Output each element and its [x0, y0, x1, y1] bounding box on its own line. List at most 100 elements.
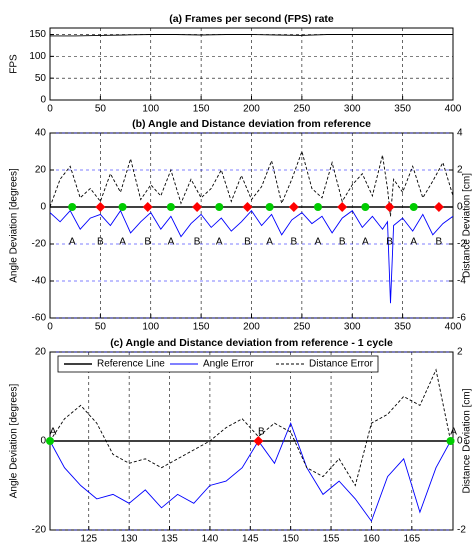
legend-label: Angle Error: [203, 359, 254, 370]
y-tick-label: -40: [32, 276, 47, 287]
point-label: B: [144, 237, 151, 248]
point-label: A: [450, 427, 457, 438]
point-label: B: [339, 237, 346, 248]
marker: [118, 203, 127, 211]
marker: [68, 203, 77, 211]
y-tick-label: -20: [32, 239, 47, 250]
y2-axis-label: Distance Deviation [cm]: [462, 173, 473, 278]
legend-label: Reference Line: [97, 359, 165, 370]
y2-tick-label: -2: [457, 525, 466, 536]
x-tick-label: 130: [121, 534, 138, 545]
y-axis-label: Angle Deviation [degrees]: [9, 384, 20, 499]
series-line: [50, 421, 451, 523]
point-label: A: [216, 237, 223, 248]
y2-tick-label: 2: [457, 165, 463, 176]
marker: [384, 202, 395, 212]
marker: [446, 437, 455, 445]
marker: [215, 203, 224, 211]
x-tick-label: 300: [344, 322, 361, 333]
marker: [192, 202, 203, 212]
x-tick-label: 50: [95, 322, 107, 333]
x-tick-label: 140: [202, 534, 219, 545]
x-tick-label: 200: [243, 104, 260, 115]
x-tick-label: 125: [80, 534, 97, 545]
marker: [253, 436, 264, 446]
point-label: B: [194, 237, 201, 248]
point-label: A: [266, 237, 273, 248]
point-label: A: [410, 237, 417, 248]
y-tick-label: 20: [35, 165, 47, 176]
point-label: A: [69, 237, 76, 248]
y-tick-label: 0: [40, 202, 46, 213]
marker: [433, 202, 444, 212]
x-tick-label: 200: [243, 322, 260, 333]
marker: [265, 203, 274, 211]
chart-title: (b) Angle and Distance deviation from re…: [132, 118, 371, 130]
point-label: A: [50, 427, 57, 438]
marker: [46, 437, 54, 445]
x-tick-label: 350: [394, 322, 411, 333]
x-tick-label: 250: [294, 104, 311, 115]
y2-tick-label: 0: [457, 202, 463, 213]
point-label: B: [290, 237, 297, 248]
y-axis-label: FPS: [9, 54, 20, 74]
x-tick-label: 400: [445, 322, 462, 333]
x-tick-label: 165: [403, 534, 420, 545]
point-label: B: [436, 237, 443, 248]
marker: [142, 202, 153, 212]
series-line: [50, 209, 453, 304]
marker: [361, 203, 370, 211]
point-label: A: [362, 237, 369, 248]
x-tick-label: 155: [323, 534, 340, 545]
y-tick-label: 0: [40, 95, 46, 106]
y-tick-label: 150: [29, 29, 46, 40]
y2-tick-label: -2: [457, 239, 466, 250]
y-tick-label: 0: [40, 436, 46, 447]
y-tick-label: -60: [32, 313, 47, 324]
x-tick-label: 50: [95, 104, 107, 115]
y-tick-label: 20: [35, 347, 47, 358]
point-label: B: [258, 427, 265, 438]
x-tick-label: 300: [344, 104, 361, 115]
series-line: [50, 150, 453, 217]
x-tick-label: 100: [142, 104, 159, 115]
marker: [242, 202, 253, 212]
marker: [95, 202, 106, 212]
y2-tick-label: -4: [457, 276, 466, 287]
x-tick-label: 250: [294, 322, 311, 333]
x-tick-label: 0: [47, 104, 53, 115]
point-label: B: [386, 237, 393, 248]
chart-title: (a) Frames per second (FPS) rate: [169, 13, 334, 25]
series-line: [50, 34, 453, 37]
x-tick-label: 0: [47, 322, 53, 333]
x-tick-label: 350: [394, 104, 411, 115]
legend-label: Distance Error: [309, 359, 374, 370]
chart-title: (c) Angle and Distance deviation from re…: [110, 337, 393, 349]
x-tick-label: 160: [363, 534, 380, 545]
point-label: A: [315, 237, 322, 248]
marker: [337, 202, 348, 212]
y-tick-label: 50: [35, 73, 47, 84]
marker: [409, 203, 418, 211]
point-label: A: [119, 237, 126, 248]
x-tick-label: 150: [193, 104, 210, 115]
series-line: [50, 368, 452, 487]
point-label: A: [168, 237, 175, 248]
y-tick-label: -20: [32, 525, 47, 536]
y2-axis-label: Distance Deviation [cm]: [462, 388, 473, 493]
y-tick-label: 40: [35, 128, 47, 139]
point-label: B: [244, 237, 251, 248]
legend-box: [57, 355, 379, 373]
y-axis-label: Angle Deviation [degrees]: [9, 168, 20, 283]
x-tick-label: 100: [142, 322, 159, 333]
y2-tick-label: 4: [457, 128, 463, 139]
marker: [313, 203, 322, 211]
y2-tick-label: 0: [457, 436, 463, 447]
x-tick-label: 150: [193, 322, 210, 333]
x-tick-label: 135: [161, 534, 178, 545]
marker: [288, 202, 299, 212]
y-tick-label: 100: [29, 51, 46, 62]
point-label: B: [97, 237, 104, 248]
x-tick-label: 150: [282, 534, 299, 545]
